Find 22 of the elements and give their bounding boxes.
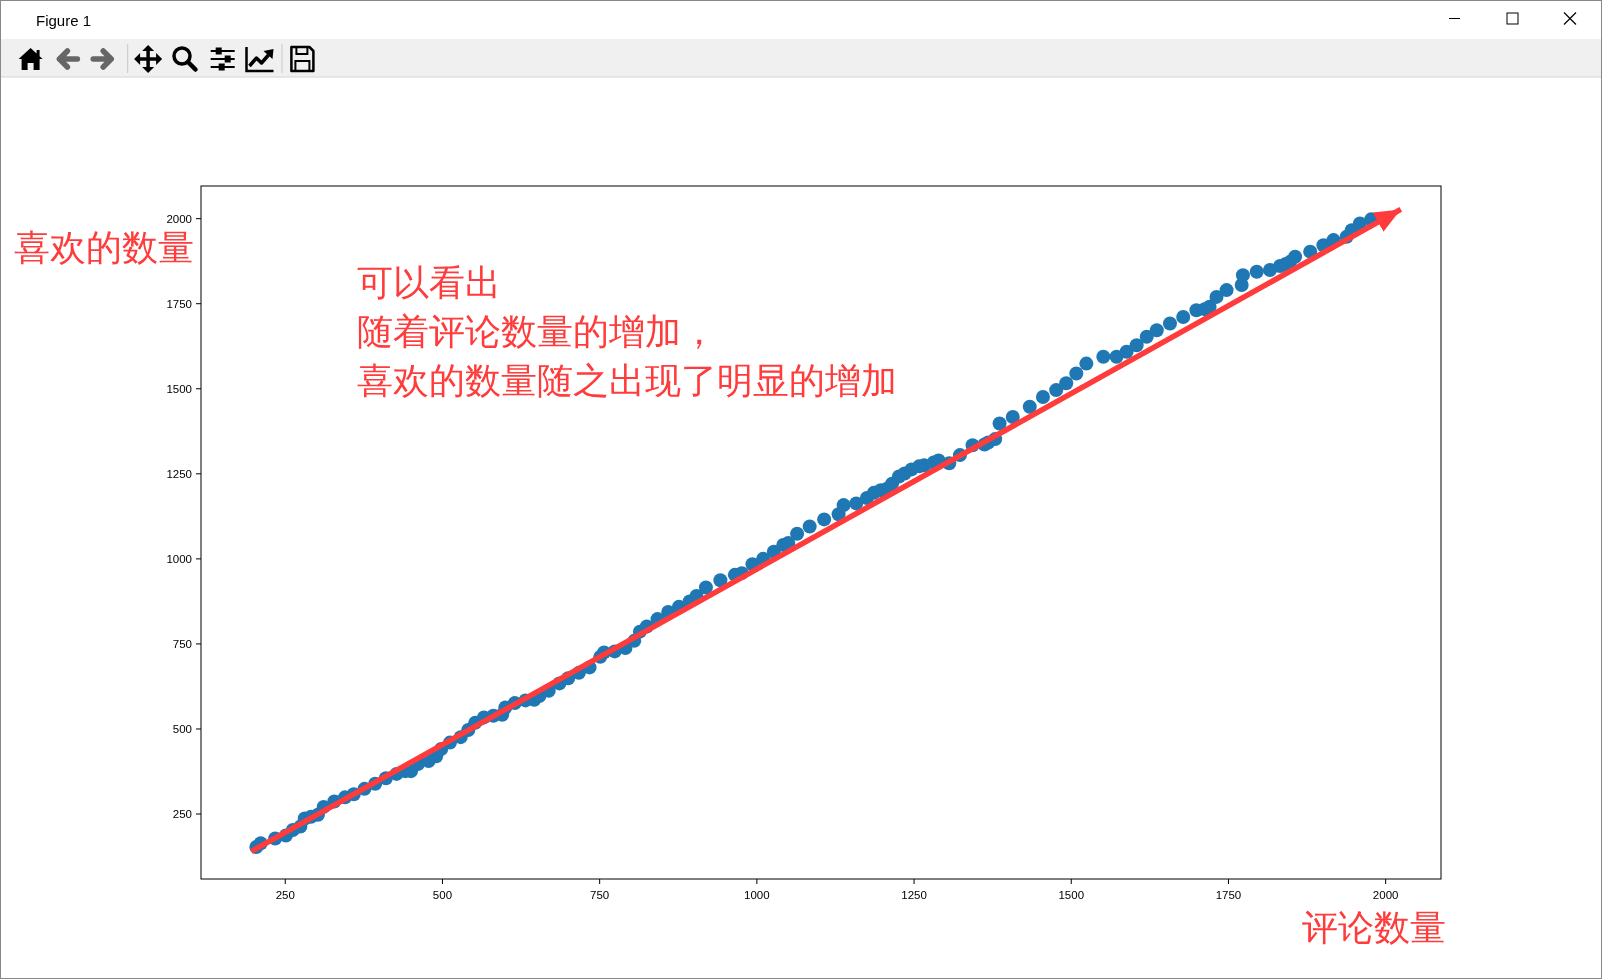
x-tick-label: 1250	[901, 889, 927, 901]
y-axis-title: 喜欢的数量	[14, 226, 194, 268]
annotation: 喜欢的数量随之出现了明显的增加	[357, 359, 897, 401]
y-tick-label: 500	[172, 722, 192, 735]
x-tick-label: 500	[432, 889, 453, 901]
caption: Figure 1	[36, 11, 92, 28]
y-tick-label: 250	[172, 808, 192, 821]
y-tick-label: 2000	[166, 212, 192, 225]
y-tick-label: 1250	[166, 467, 192, 480]
x-tick-label: 1000	[744, 889, 770, 901]
x-tick-label: 2000	[1372, 889, 1399, 901]
y-tick-label: 1750	[166, 297, 192, 310]
y-tick-label: 1500	[166, 382, 192, 395]
annotation: 随着评论数量的增加，	[357, 310, 717, 352]
x-tick-label: 250	[275, 889, 295, 901]
x-axis-title: 评论数量	[1302, 906, 1446, 948]
y-tick-label: 1000	[166, 552, 192, 565]
x-tick-label: 1750	[1215, 889, 1242, 901]
x-tick-label: 750	[590, 889, 610, 901]
annotation: 可以看出	[357, 261, 501, 303]
x-tick-label: 1500	[1058, 889, 1085, 901]
y-tick-label: 750	[172, 637, 192, 650]
